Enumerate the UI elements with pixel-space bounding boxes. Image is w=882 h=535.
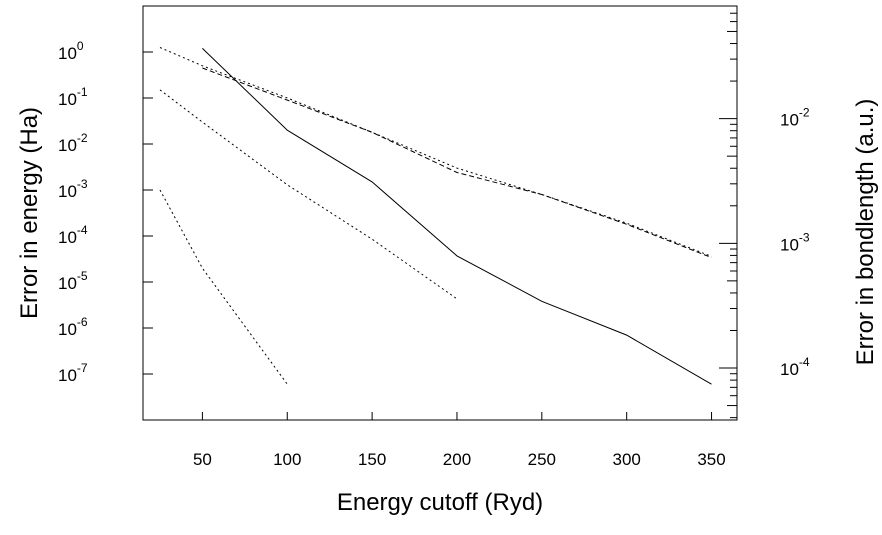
left-y-tick-label: 10-2 <box>58 131 88 155</box>
x-tick-label: 50 <box>193 450 212 469</box>
x-tick-label: 350 <box>697 450 725 469</box>
series-line-1 <box>202 48 712 385</box>
series-layer <box>159 47 712 385</box>
left-y-tick-label: 10-4 <box>58 223 88 247</box>
left-y-axis-title: Error in energy (Ha) <box>16 107 43 319</box>
series-line-2 <box>159 47 712 257</box>
right-y-axis: 10-2 10-3 10-4 <box>719 5 810 419</box>
right-y-tick-label: 10-4 <box>780 355 810 379</box>
right-y-axis-title: Error in bondlength (a.u.) <box>852 99 879 366</box>
x-axis: 50 100 150 200 250 300 350 <box>193 412 726 469</box>
left-y-tick-label: 10-5 <box>58 269 88 293</box>
series-line-4 <box>159 89 458 300</box>
right-y-tick-label: 10-3 <box>780 230 810 254</box>
plot-frame <box>142 5 738 421</box>
x-tick-label: 100 <box>273 450 301 469</box>
x-axis-title: Energy cutoff (Ryd) <box>337 489 543 516</box>
left-y-axis: 100 10-1 10-2 10-3 10-4 10-5 10-6 10-7 <box>58 39 153 385</box>
left-y-tick-label: 10-6 <box>58 315 88 339</box>
x-tick-label: 300 <box>612 450 640 469</box>
left-y-tick-label: 10-1 <box>58 85 88 109</box>
left-y-tick-label: 10-3 <box>58 177 88 201</box>
x-tick-label: 150 <box>358 450 386 469</box>
series-line-3 <box>202 67 712 259</box>
right-y-tick-label: 10-2 <box>780 106 810 130</box>
series-line-5 <box>159 189 288 385</box>
left-y-tick-label: 100 <box>58 39 84 63</box>
x-tick-label: 250 <box>528 450 556 469</box>
left-y-tick-label: 10-7 <box>58 361 88 385</box>
x-tick-label: 200 <box>443 450 471 469</box>
